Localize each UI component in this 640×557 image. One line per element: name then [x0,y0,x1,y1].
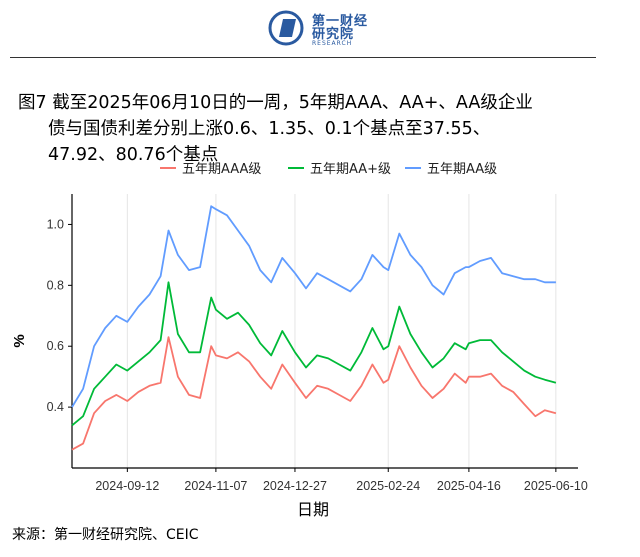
header-divider [10,57,596,58]
spread-line-chart: 0.4 0.6 0.8 1.0 2024-09-12 2024-11-07 2024-12-… [11,162,588,519]
legend-label-aa: 五年期AA级 [427,162,497,177]
x-tick-label: 2024-09-12 [95,479,159,493]
x-tick-label: 2025-04-16 [437,479,501,493]
legend-label-aaplus: 五年期AA+级 [310,162,391,177]
legend-label-aaa: 五年期AAA级 [182,162,261,177]
x-tick-label: 2024-11-07 [184,479,247,493]
figure-title-line-3: 47.92、80.76个基点 [48,145,219,165]
source-note: 来源：第一财经研究院、CEIC [12,527,199,543]
figure-title: 图7 截至2025年06月10日的一周，5年期AAA、AA+、AA级企业 债与国… [18,90,618,168]
y-tick-label: 0.6 [47,339,64,353]
y-tick-label: 0.8 [47,278,64,292]
y-axis-label: % [11,334,28,347]
series-line-aa [71,205,556,408]
brand-name-sub: RESEARCH [312,40,353,47]
brand-name-main: 研究院 [312,27,355,42]
logo-emblem-icon [268,10,304,46]
x-axis-label: 日期 [297,500,329,519]
y-tick-label: 0.4 [47,400,64,414]
brand-name-top: 第一财经 [312,14,369,29]
x-tick-label: 2025-02-24 [356,479,420,493]
figure-title-line-2: 债与国债利差分别上涨0.6、1.35、0.1个基点至37.55、 [48,119,491,139]
series-line-aaa [71,336,557,451]
figure-title-line-1: 图7 截至2025年06月10日的一周，5年期AAA、AA+、AA级企业 [18,93,533,113]
series-line-aaplus [71,281,557,427]
x-tick-label: 2024-12-27 [263,479,327,493]
y-tick-label: 1.0 [47,217,64,231]
x-tick-label: 2025-06-10 [524,479,588,493]
brand-logo: 第一财经 研究院 RESEARCH [268,8,388,48]
